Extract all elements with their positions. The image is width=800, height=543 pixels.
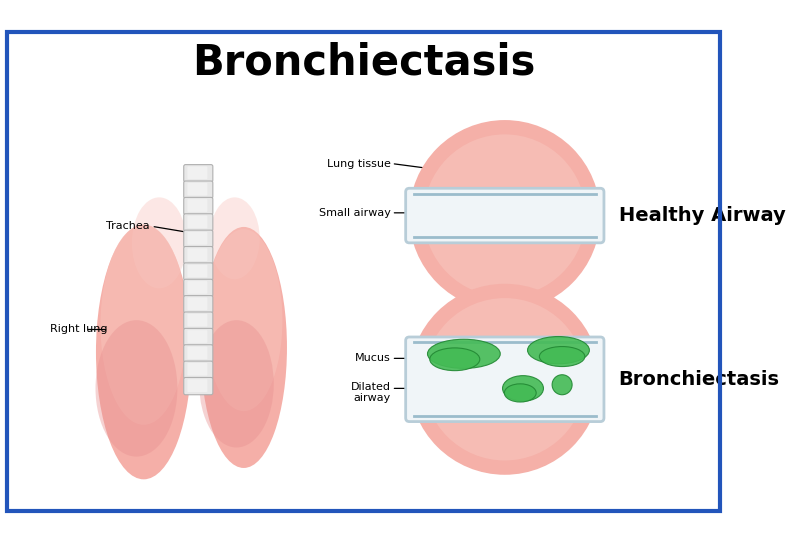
FancyBboxPatch shape — [187, 248, 207, 261]
FancyBboxPatch shape — [187, 363, 207, 376]
FancyBboxPatch shape — [187, 314, 207, 326]
Text: Right lung: Right lung — [50, 324, 107, 334]
FancyBboxPatch shape — [184, 214, 213, 231]
Ellipse shape — [210, 197, 260, 279]
Ellipse shape — [504, 384, 536, 402]
FancyBboxPatch shape — [184, 263, 213, 280]
FancyBboxPatch shape — [184, 197, 213, 214]
Text: Bronchiectasis: Bronchiectasis — [192, 42, 535, 84]
Ellipse shape — [199, 320, 274, 447]
FancyBboxPatch shape — [184, 279, 213, 296]
Ellipse shape — [96, 225, 191, 479]
Ellipse shape — [205, 229, 282, 411]
Ellipse shape — [95, 320, 178, 457]
Text: Bronchiectasis: Bronchiectasis — [618, 370, 779, 389]
Circle shape — [424, 298, 586, 460]
FancyBboxPatch shape — [406, 337, 604, 421]
Ellipse shape — [101, 225, 187, 425]
FancyBboxPatch shape — [184, 230, 213, 248]
FancyBboxPatch shape — [184, 181, 213, 198]
FancyBboxPatch shape — [187, 167, 207, 179]
Circle shape — [424, 134, 586, 296]
FancyBboxPatch shape — [184, 247, 213, 264]
FancyBboxPatch shape — [184, 329, 213, 346]
FancyBboxPatch shape — [184, 165, 213, 182]
Text: airway: airway — [354, 393, 391, 403]
Ellipse shape — [552, 375, 572, 395]
FancyBboxPatch shape — [187, 346, 207, 359]
FancyBboxPatch shape — [184, 295, 213, 313]
FancyBboxPatch shape — [406, 188, 604, 243]
Text: Mucus: Mucus — [355, 353, 391, 363]
FancyBboxPatch shape — [184, 377, 213, 395]
Ellipse shape — [427, 339, 500, 368]
Circle shape — [410, 284, 600, 475]
FancyBboxPatch shape — [187, 183, 207, 195]
Ellipse shape — [201, 227, 287, 468]
FancyBboxPatch shape — [187, 264, 207, 277]
FancyBboxPatch shape — [184, 345, 213, 362]
FancyBboxPatch shape — [187, 232, 207, 245]
Text: Healthy Airway: Healthy Airway — [618, 206, 786, 225]
Ellipse shape — [527, 337, 590, 364]
Text: Lung tissue: Lung tissue — [327, 159, 391, 169]
FancyBboxPatch shape — [187, 199, 207, 212]
Ellipse shape — [539, 346, 585, 367]
Ellipse shape — [132, 197, 186, 288]
FancyBboxPatch shape — [187, 379, 207, 392]
Ellipse shape — [430, 348, 480, 371]
FancyBboxPatch shape — [184, 361, 213, 378]
FancyBboxPatch shape — [187, 298, 207, 310]
Text: Small airway: Small airway — [319, 208, 391, 218]
FancyBboxPatch shape — [187, 216, 207, 228]
Circle shape — [410, 120, 600, 311]
FancyBboxPatch shape — [187, 281, 207, 294]
Text: Trachea: Trachea — [106, 222, 150, 231]
Ellipse shape — [502, 376, 543, 401]
Text: Dilated: Dilated — [351, 382, 391, 392]
FancyBboxPatch shape — [187, 330, 207, 343]
FancyBboxPatch shape — [184, 312, 213, 329]
